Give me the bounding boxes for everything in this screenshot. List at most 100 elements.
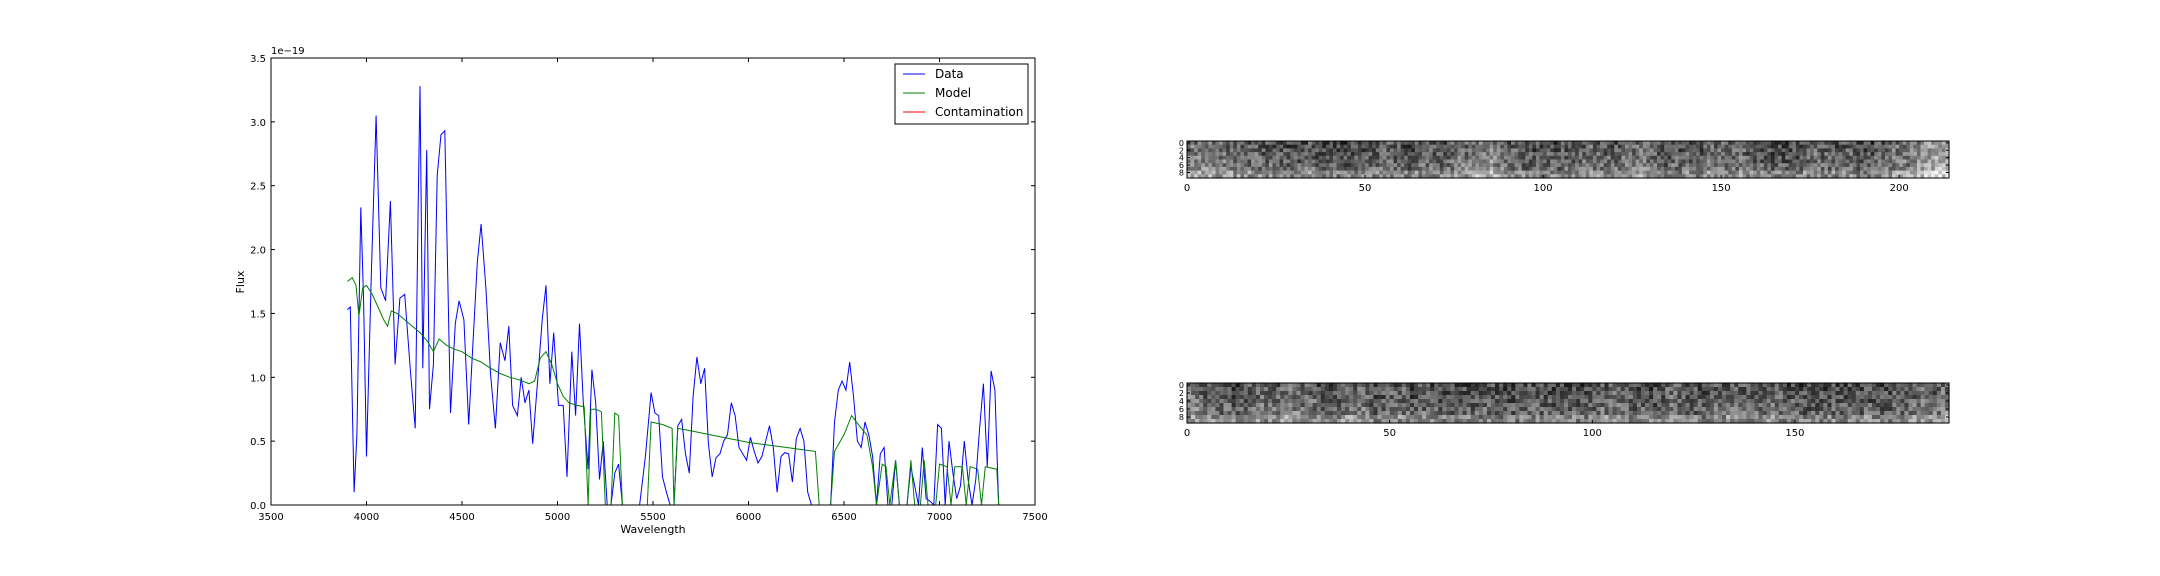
image-pixel [1770, 170, 1776, 175]
image-pixel [1531, 403, 1537, 408]
image-pixel [1596, 170, 1601, 175]
image-pixel [1827, 152, 1833, 157]
image-pixel [1660, 163, 1665, 168]
image-pixel [1902, 144, 1907, 149]
image-pixel [1588, 391, 1593, 396]
image-pixel [1194, 159, 1199, 164]
image-pixel [1486, 170, 1491, 175]
image-pixel [1642, 148, 1647, 153]
image-pixel [1471, 148, 1477, 153]
image-pixel [1475, 144, 1480, 149]
image-pixel [1211, 391, 1216, 396]
image-pixel [1499, 387, 1504, 392]
image-pixel [1315, 170, 1320, 175]
image-pixel [1409, 391, 1415, 396]
image-pixel [1767, 174, 1772, 179]
image-pixel [1608, 415, 1614, 420]
image-pixel [1519, 403, 1525, 408]
image-pixel [1464, 166, 1469, 172]
image-pixel [1632, 399, 1638, 404]
image-pixel [1429, 148, 1434, 153]
image-pixel [1827, 395, 1833, 400]
image-pixel [1247, 174, 1252, 179]
image-pixel [1357, 383, 1362, 388]
image-pixel [1867, 391, 1873, 396]
image-pixel [1697, 391, 1703, 396]
image-pixel [1404, 141, 1409, 146]
image-pixel [1243, 411, 1249, 416]
image-pixel [1418, 411, 1423, 416]
image-pixel [1496, 155, 1501, 161]
image-pixel [1283, 159, 1288, 164]
image-pixel [1794, 403, 1800, 408]
image-pixel [1450, 148, 1455, 153]
image-pixel [1738, 395, 1743, 400]
image-pixel [1373, 403, 1379, 408]
image-pixel [1336, 163, 1341, 168]
image-pixel [1794, 419, 1800, 424]
image-pixel [1405, 399, 1411, 404]
image-pixel [1628, 163, 1633, 168]
image-pixel [1624, 407, 1630, 412]
image-pixel [1863, 407, 1869, 412]
image-pixel [1286, 174, 1291, 179]
image-pixel [1382, 144, 1387, 149]
image-pixel [1219, 166, 1224, 172]
image-pixel [1620, 403, 1626, 408]
image-pixel [1681, 141, 1687, 146]
image-pixel [1531, 419, 1537, 424]
image-pixel [1669, 419, 1674, 424]
image-pixel [1208, 152, 1213, 157]
image-pixel [1495, 411, 1500, 416]
image-pixel [1584, 391, 1589, 396]
image-pixel [1329, 166, 1334, 172]
image-pixel [1493, 170, 1498, 175]
image-pixel [1341, 415, 1346, 420]
image-pixel [1628, 174, 1633, 179]
image-pixel [1799, 174, 1804, 179]
image-pixel [1685, 152, 1690, 157]
image-pixel [1575, 170, 1580, 175]
image-pixel [1478, 152, 1484, 157]
image-pixel [1239, 399, 1245, 404]
image-pixel [1316, 415, 1322, 420]
image-pixel [1636, 399, 1642, 404]
image-pixel [1457, 174, 1462, 179]
image-pixel [1523, 415, 1529, 420]
image-pixel [1527, 399, 1533, 404]
image-pixel [1584, 411, 1589, 416]
image-pixel [1272, 383, 1277, 388]
image-pixel [1555, 407, 1561, 412]
image-pixel [1746, 399, 1751, 404]
image-pixel [1462, 407, 1468, 412]
image-pixel [1920, 411, 1926, 416]
image-pixel [1345, 411, 1350, 416]
image-pixel [1786, 395, 1792, 400]
image-pixel [1815, 399, 1820, 404]
image-pixel [1778, 383, 1784, 388]
image-pixel [1645, 415, 1650, 420]
image-pixel [1881, 163, 1886, 168]
image-pixel [1603, 144, 1608, 149]
image-pixel [1884, 174, 1890, 179]
image-pixel [1678, 163, 1683, 168]
image-pixel [1669, 391, 1674, 396]
image-pixel [1819, 395, 1824, 400]
image-pixel [1871, 399, 1877, 404]
image-pixel [1845, 141, 1850, 146]
image-pixel [1842, 170, 1847, 175]
image-pixel [1191, 391, 1196, 396]
image-pixel [1669, 395, 1674, 400]
image-pixel [1226, 148, 1231, 153]
image-pixel [1187, 395, 1192, 400]
image-pixel [1899, 152, 1904, 157]
image-pixel [1819, 399, 1824, 404]
image-pixel [1806, 163, 1811, 168]
image-pixel [1902, 166, 1907, 172]
image-pixel [1283, 141, 1288, 146]
image-pixel [1258, 159, 1263, 164]
image-pixel [1518, 166, 1523, 172]
image-pixel [1268, 166, 1274, 172]
image-pixel [1706, 163, 1712, 168]
image-pixel [1653, 419, 1658, 424]
